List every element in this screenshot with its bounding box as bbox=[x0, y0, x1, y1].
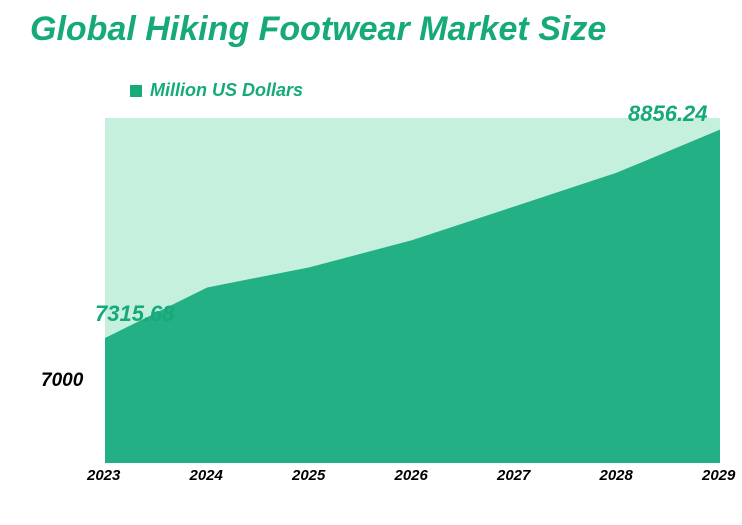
chart-title: Global Hiking Footwear Market Size bbox=[30, 10, 606, 49]
x-axis-label: 2024 bbox=[190, 467, 223, 484]
x-axis-label: 2023 bbox=[87, 467, 120, 484]
data-point-label: 8856.24 bbox=[628, 101, 708, 127]
x-axis-label: 2025 bbox=[292, 467, 325, 484]
x-axis-label: 2028 bbox=[600, 467, 633, 484]
legend-swatch bbox=[130, 85, 142, 97]
data-point-label: 7315.68 bbox=[95, 301, 175, 327]
area-chart bbox=[105, 118, 720, 463]
x-axis-label: 2029 bbox=[702, 467, 735, 484]
legend: Million US Dollars bbox=[130, 80, 303, 101]
area-chart-svg bbox=[105, 118, 720, 463]
x-axis-label: 2027 bbox=[497, 467, 530, 484]
legend-label: Million US Dollars bbox=[150, 80, 303, 101]
y-axis-label: 7000 bbox=[41, 370, 83, 392]
x-axis-label: 2026 bbox=[395, 467, 428, 484]
